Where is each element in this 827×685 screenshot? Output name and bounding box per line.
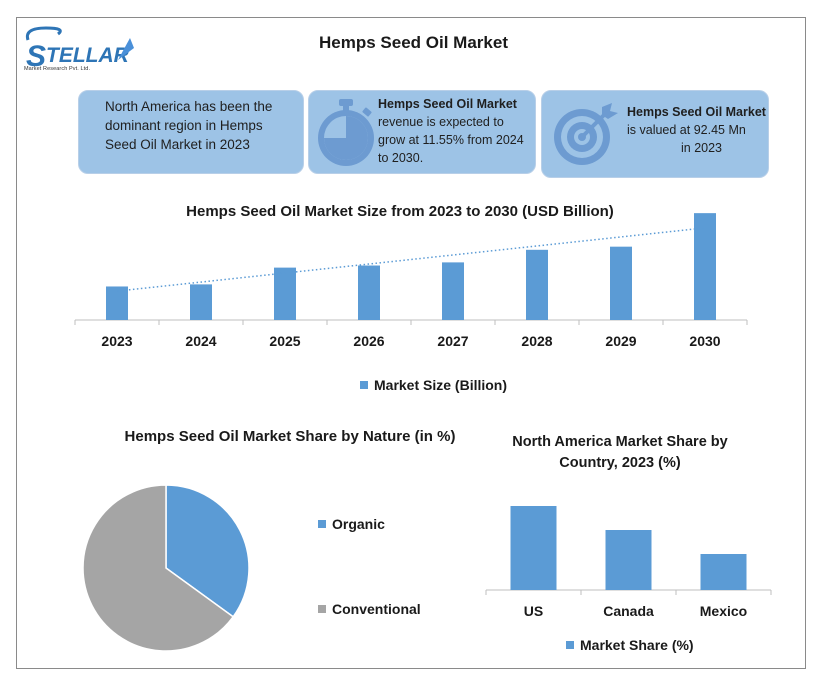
country-share-bar <box>700 554 747 590</box>
market-size-bar <box>442 262 464 320</box>
country-share-x-label: US <box>524 603 543 619</box>
pie-legend-organic: Organic <box>318 516 385 532</box>
pie-legend-organic-label: Organic <box>332 516 385 532</box>
market-size-legend: Market Size (Billion) <box>360 377 507 393</box>
country-share-legend: Market Share (%) <box>566 637 694 653</box>
pie-legend-conventional-label: Conventional <box>332 601 421 617</box>
value-card-heading: Hemps Seed Oil Market <box>627 105 766 119</box>
region-card: North America has been the dominant regi… <box>78 90 304 174</box>
svg-text:TELLAR: TELLAR <box>46 44 130 67</box>
market-size-x-label: 2026 <box>353 333 384 349</box>
market-size-bar <box>106 286 128 320</box>
market-size-x-label: 2027 <box>437 333 468 349</box>
growth-card-text: Hemps Seed Oil Market revenue is expecte… <box>378 95 534 167</box>
market-size-trendline <box>116 227 706 292</box>
market-size-bar <box>190 284 212 320</box>
pie-legend-conventional-swatch <box>318 605 326 613</box>
market-size-x-label: 2024 <box>185 333 216 349</box>
country-share-bar <box>605 530 652 590</box>
country-share-x-label: Mexico <box>700 603 747 619</box>
market-size-bar <box>526 249 548 320</box>
region-card-text: North America has been the dominant regi… <box>105 99 273 152</box>
country-share-legend-label: Market Share (%) <box>580 637 694 653</box>
pie-slice-organic <box>165 484 250 618</box>
market-size-x-label: 2023 <box>101 333 132 349</box>
market-size-chart-title: Hemps Seed Oil Market Size from 2023 to … <box>186 203 614 220</box>
nature-share-chart-title: Hemps Seed Oil Market Share by Nature (i… <box>124 428 456 445</box>
pie-slice-conventional <box>82 484 235 652</box>
country-share-x-label: Canada <box>603 603 654 619</box>
nature-share-pie <box>82 484 250 652</box>
value-card-line2: in 2023 <box>681 141 723 155</box>
page-title: Hemps Seed Oil Market <box>319 33 508 52</box>
country-share-bar <box>510 506 557 590</box>
value-card: Hemps Seed Oil Market is valued at 92.45… <box>541 90 769 178</box>
target-icon <box>554 103 618 165</box>
value-card-text: Hemps Seed Oil Market is valued at 92.45… <box>627 103 767 157</box>
market-size-bar <box>694 213 716 320</box>
market-size-legend-label: Market Size (Billion) <box>374 377 508 393</box>
stopwatch-icon <box>318 99 374 166</box>
pie-legend-conventional: Conventional <box>318 601 421 617</box>
market-size-x-label: 2030 <box>689 333 720 349</box>
growth-card-heading: Hemps Seed Oil Market <box>378 97 517 111</box>
market-size-legend-swatch <box>360 381 368 389</box>
growth-card-body: revenue is expected to grow at 11.55% fr… <box>378 115 524 165</box>
market-size-x-label: 2029 <box>605 333 636 349</box>
country-share-legend-swatch <box>566 641 574 649</box>
market-size-chart: 2023 2024 2025 2026 2027 2028 2029 2030 <box>74 213 748 349</box>
market-size-x-label: 2028 <box>521 333 552 349</box>
pie-legend-organic-swatch <box>318 520 326 528</box>
market-size-bar <box>274 267 296 320</box>
market-size-x-label: 2025 <box>269 333 300 349</box>
logo-subtitle: Market Research Pvt. Ltd. <box>24 66 91 72</box>
svg-text:S: S <box>26 40 46 73</box>
country-share-chart-title: North America Market Share by Country, 2… <box>512 434 728 471</box>
market-size-bar <box>358 265 380 320</box>
growth-card: Hemps Seed Oil Market revenue is expecte… <box>308 90 536 174</box>
market-size-bar <box>610 246 632 320</box>
stellar-logo: S TELLAR <box>25 26 134 73</box>
value-card-line1: is valued at 92.45 Mn <box>627 123 746 137</box>
